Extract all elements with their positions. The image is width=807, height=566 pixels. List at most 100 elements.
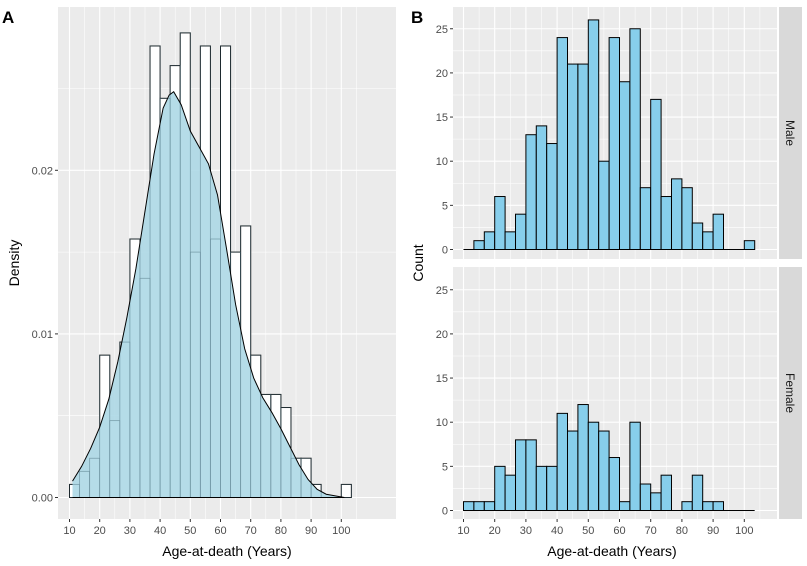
count-bar <box>598 160 610 250</box>
x-tick-label: 100 <box>735 525 753 537</box>
panel-a-x-ticks: 10 20 30 40 50 60 70 80 90 100 <box>63 519 350 537</box>
count-bar <box>608 37 621 250</box>
x-tick-label: 40 <box>551 525 563 537</box>
y-tick-label: 5 <box>442 200 448 212</box>
count-bar <box>650 98 662 250</box>
x-tick-label: 50 <box>184 525 196 537</box>
x-tick-label: 90 <box>305 525 317 537</box>
panel-a-y-ticks: 0.00 0.01 0.02 <box>32 165 58 505</box>
count-bar <box>681 187 693 251</box>
facet-strip-label: Male <box>783 120 797 146</box>
count-bar <box>587 19 600 251</box>
panel-b-chart: 0 5 10 15 20 25 Male 0 5 10 15 20 25 Female 10 20 30 40… <box>436 7 802 537</box>
panel-label-a: A <box>2 8 14 27</box>
count-bar <box>535 465 548 512</box>
count-bar <box>483 231 496 250</box>
x-tick-label: 70 <box>645 525 657 537</box>
histogram-bar-outline <box>340 484 352 498</box>
count-bar <box>712 213 724 250</box>
count-bar <box>566 430 579 511</box>
count-bar <box>619 81 631 251</box>
count-bar <box>691 222 704 250</box>
panel-a-y-axis-title: Density <box>6 240 22 287</box>
x-tick-label: 40 <box>154 525 166 537</box>
count-bar <box>691 474 704 511</box>
count-bar <box>681 501 693 512</box>
panel-b-x-ticks: 10 20 30 40 50 60 70 80 90 100 <box>457 519 753 537</box>
count-bar <box>671 178 683 250</box>
x-tick-label: 50 <box>582 525 594 537</box>
y-tick-label: 25 <box>436 24 448 36</box>
count-bar <box>712 501 724 512</box>
x-tick-label: 100 <box>332 525 350 537</box>
count-bar <box>660 474 672 511</box>
count-bar <box>515 439 527 511</box>
y-tick-label: 15 <box>436 373 448 385</box>
count-bar <box>702 501 714 512</box>
count-bar <box>546 465 558 512</box>
density-area <box>72 91 345 498</box>
x-tick-label: 30 <box>124 525 136 537</box>
panel-b-x-axis-title: Age-at-death (Years) <box>547 543 676 559</box>
count-bar <box>515 213 527 250</box>
density-curve <box>72 91 345 498</box>
x-tick-label: 10 <box>63 525 75 537</box>
count-bar <box>473 501 485 512</box>
count-bar <box>660 196 672 251</box>
count-bar <box>577 404 589 512</box>
x-tick-label: 90 <box>707 525 719 537</box>
count-bar <box>608 457 621 511</box>
count-bar <box>639 483 652 512</box>
x-tick-label: 60 <box>613 525 625 537</box>
panel-a-density-area <box>69 32 352 498</box>
count-bar <box>650 492 662 511</box>
x-tick-label: 20 <box>94 525 106 537</box>
count-bar <box>629 28 641 250</box>
count-bar <box>473 240 485 250</box>
count-bar <box>702 231 714 250</box>
y-tick-label: 0.00 <box>32 493 53 505</box>
y-tick-label: 20 <box>436 68 448 80</box>
count-bar <box>504 231 516 250</box>
x-tick-label: 10 <box>457 525 469 537</box>
count-bar <box>504 474 516 511</box>
y-tick-label: 10 <box>436 156 448 168</box>
count-bar <box>494 465 506 512</box>
panel-label-b: B <box>411 8 423 27</box>
panel-b-y-axis-title: Count <box>410 244 426 281</box>
x-tick-label: 80 <box>275 525 287 537</box>
count-bar <box>577 63 589 250</box>
facet-strip <box>779 267 802 519</box>
count-bar <box>743 240 756 250</box>
count-bar <box>525 439 537 511</box>
count-bar <box>629 421 641 512</box>
count-bar <box>535 125 548 250</box>
x-tick-label: 30 <box>520 525 532 537</box>
y-tick-label: 5 <box>442 461 448 473</box>
y-tick-label: 10 <box>436 417 448 429</box>
count-bar <box>556 412 568 511</box>
histogram-bar <box>340 483 352 498</box>
y-tick-label: 0 <box>442 245 448 257</box>
facet-female: 0 5 10 15 20 25 Female <box>436 267 802 519</box>
count-bar <box>483 501 496 512</box>
x-tick-label: 80 <box>676 525 688 537</box>
count-bar <box>546 143 558 250</box>
facet-strip <box>779 7 802 259</box>
panel-a-chart: 10 20 30 40 50 60 70 80 90 100 0.00 0.01 0.02 <box>32 7 396 537</box>
count-bar <box>598 430 610 511</box>
count-bar <box>639 187 652 251</box>
count-bar <box>587 421 600 512</box>
y-tick-label: 0.02 <box>32 165 53 177</box>
count-bar <box>525 134 537 251</box>
panel-a-x-axis-title: Age-at-death (Years) <box>162 543 291 559</box>
y-tick-label: 25 <box>436 285 448 297</box>
x-tick-label: 60 <box>214 525 226 537</box>
count-bar <box>494 196 506 251</box>
count-bar <box>619 501 631 512</box>
y-tick-label: 0 <box>442 506 448 518</box>
y-tick-label: 0.01 <box>32 329 53 341</box>
x-tick-label: 70 <box>245 525 257 537</box>
count-bar <box>566 63 579 250</box>
